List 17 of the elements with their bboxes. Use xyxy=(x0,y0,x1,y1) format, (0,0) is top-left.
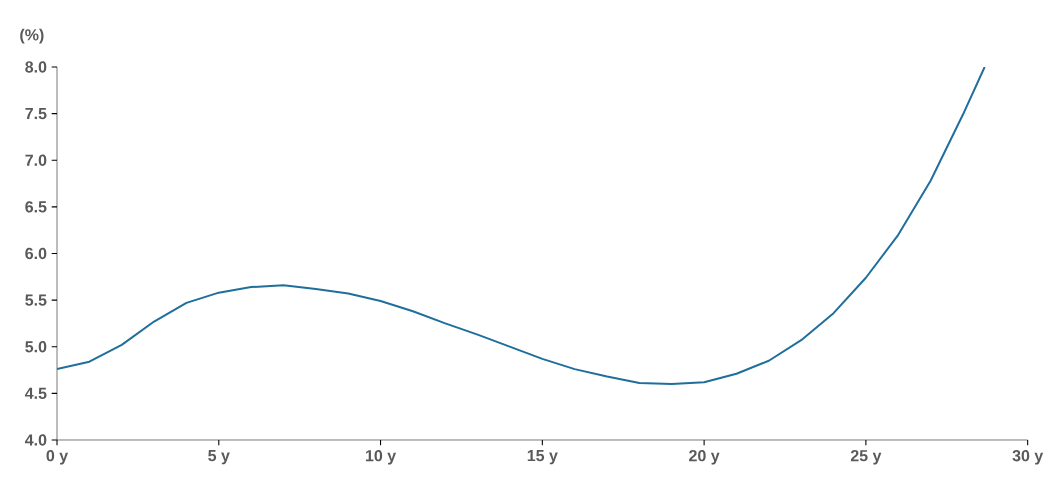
y-tick-label: 5.0 xyxy=(25,341,47,353)
x-tick-label: 10 y xyxy=(366,450,397,465)
x-tick-label: 20 y xyxy=(689,450,720,465)
x-tick-label: 5 y xyxy=(208,450,230,465)
y-tick-label: 4.0 xyxy=(24,434,47,446)
y-tick-label: 4.5 xyxy=(24,387,47,399)
y-tick-label: 6.0 xyxy=(25,247,47,260)
x-tick-label: 15 y xyxy=(527,450,558,465)
y-tick-label: 8.0 xyxy=(25,61,47,73)
y-tick-label: 5.5 xyxy=(25,294,47,306)
x-tick-label: 30 y xyxy=(1012,450,1044,465)
y-tick-label: 7.0 xyxy=(25,154,47,166)
y-tick-label: 6.5 xyxy=(25,201,47,213)
y-tick-label: 7.5 xyxy=(25,108,47,120)
x-tick-label: 25 y xyxy=(850,450,882,465)
x-tick-label: 0 y xyxy=(46,450,69,465)
y-axis-title: (%) xyxy=(20,28,44,44)
